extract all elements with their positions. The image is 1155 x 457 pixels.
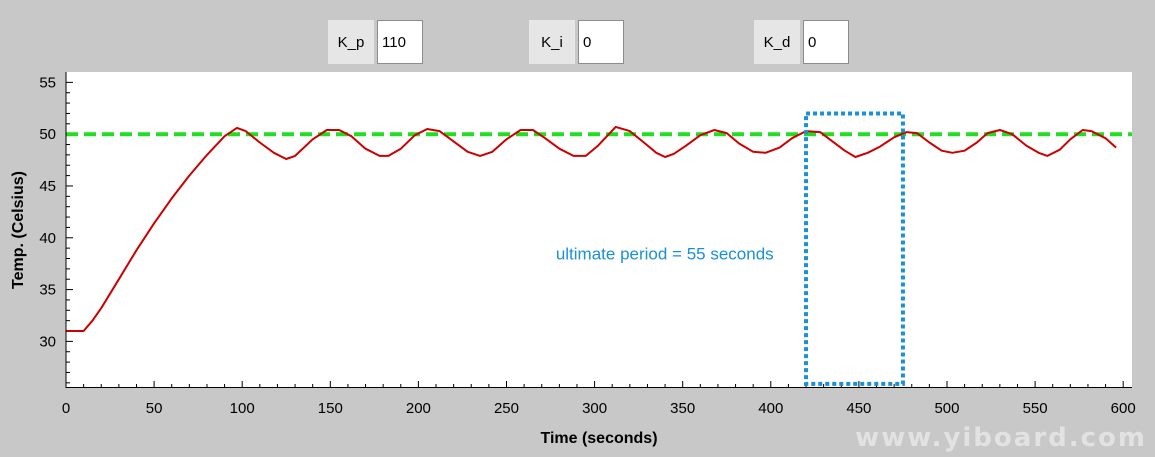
x-tick-label: 450 — [846, 400, 871, 417]
x-axis-label: Time (seconds) — [540, 430, 657, 447]
y-axis-label: Temp. (Celsius) — [10, 171, 27, 289]
series-layer — [66, 125, 1132, 332]
period-annotation: ultimate period = 55 seconds — [556, 245, 774, 264]
x-tick-label: 250 — [494, 400, 519, 417]
annotation-layer: ultimate period = 55 seconds — [556, 111, 905, 386]
y-tick-label: 55 — [39, 74, 56, 91]
ki-label: K_i — [529, 20, 575, 64]
y-tick-label: 45 — [39, 178, 56, 195]
kp-label: K_p — [328, 20, 374, 64]
ki-input[interactable] — [578, 20, 624, 64]
y-tick-label: 50 — [39, 126, 56, 143]
x-tick-label: 400 — [758, 400, 783, 417]
watermark: www.yiboard.com — [855, 423, 1147, 453]
x-tick-label: 200 — [406, 400, 431, 417]
plot-area — [66, 72, 1132, 388]
x-tick-label: 150 — [318, 400, 343, 417]
kp-input[interactable] — [377, 20, 423, 64]
x-tick-label: 500 — [934, 400, 959, 417]
x-tick-label: 300 — [582, 400, 607, 417]
x-tick-label: 550 — [1023, 400, 1048, 417]
y-tick-label: 40 — [39, 230, 56, 247]
x-tick-label: 50 — [146, 400, 163, 417]
period-highlight-box — [804, 111, 905, 386]
temperature-line — [66, 125, 1117, 332]
y-tick-label: 30 — [39, 333, 56, 350]
x-tick-label: 350 — [670, 400, 695, 417]
kd-input[interactable] — [803, 20, 849, 64]
x-tick-label: 0 — [62, 400, 70, 417]
ticks-layer: 0 50 100 150 200 250 300 350 400 450 500 550 600 30 35… — [39, 74, 1135, 417]
y-tick-label: 35 — [39, 282, 56, 299]
kd-control: K_d — [754, 20, 849, 64]
kp-control: K_p — [328, 20, 423, 64]
x-tick-label: 600 — [1111, 400, 1136, 417]
kd-label: K_d — [754, 20, 800, 64]
ki-control: K_i — [529, 20, 624, 64]
x-tick-label: 100 — [230, 400, 255, 417]
